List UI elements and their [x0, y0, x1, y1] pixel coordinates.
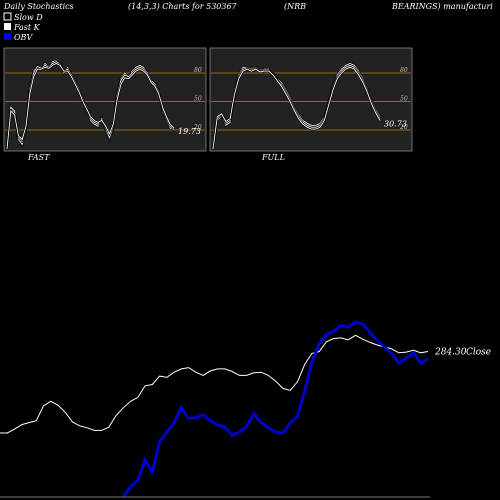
fast-tick-label: 50 [194, 96, 202, 103]
full-panel-label: FULL [261, 153, 285, 162]
full-tick-label: 50 [400, 96, 408, 103]
fast-tick-label: 80 [194, 67, 202, 74]
chart-company-a: (NRB [284, 2, 306, 11]
full-panel: 20 50 80 30.73 [209, 47, 413, 152]
legend-obv: OBV [14, 33, 33, 42]
legend-swatch-obv [4, 33, 11, 40]
full-series-line [212, 66, 381, 150]
chart-params: (14,3,3) Charts for 530367 [128, 2, 238, 11]
full-tick-label: 80 [400, 67, 408, 74]
full-panel-frame [209, 47, 413, 152]
fast-last-value: 19.73 [178, 127, 201, 136]
full-last-value: 30.73 [384, 120, 407, 129]
fast-panel-frame [3, 47, 207, 152]
fast-tick-label: 20 [193, 124, 202, 131]
chart-company-b: BEARINGS) manufacturi [391, 2, 493, 11]
fast-panel: 20 50 80 19.73 [3, 47, 207, 152]
legend-fast-k: Fast K [13, 23, 41, 32]
fast-series-line [6, 61, 175, 150]
obv-line [122, 320, 429, 498]
full-tick-label: 20 [399, 124, 408, 131]
legend-swatch-slow-d [3, 12, 12, 21]
legend-slow-d: Slow D [14, 13, 43, 22]
close-price-line [0, 334, 429, 434]
price-obv-panel: 284.30 Close [0, 320, 491, 498]
fast-panel-label: FAST [27, 153, 50, 162]
chart-title: Daily Stochastics [3, 2, 74, 11]
fast-series-line [6, 62, 175, 150]
close-series-label: Close [466, 347, 491, 357]
legend-swatch-fast-k [4, 23, 11, 30]
legend: Slow D Fast K OBV [3, 12, 43, 42]
close-last-value: 284.30 [434, 347, 467, 357]
